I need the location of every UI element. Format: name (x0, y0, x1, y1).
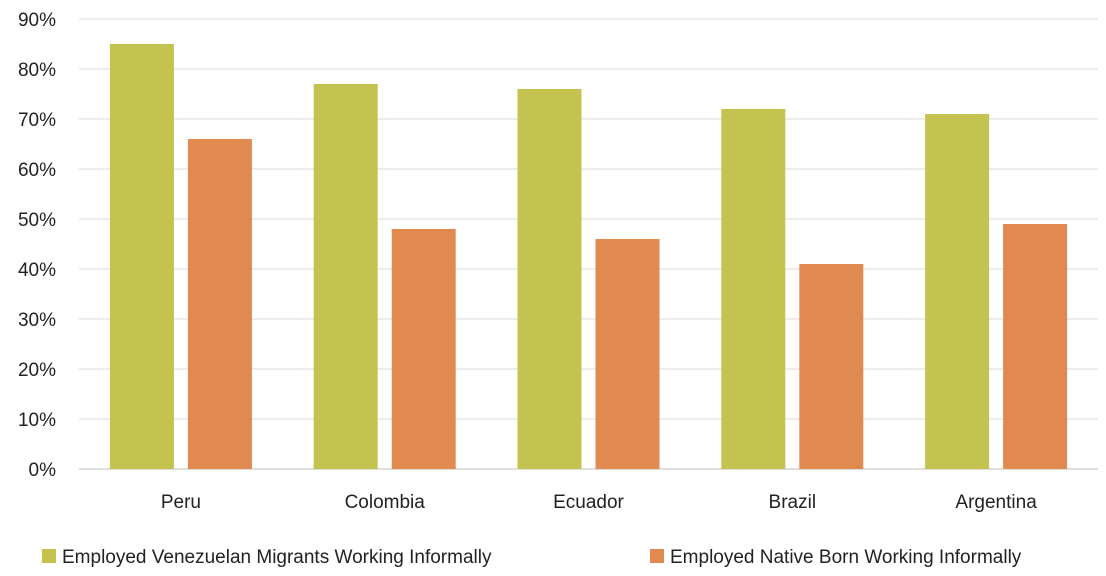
x-tick-label: Peru (161, 492, 201, 513)
y-tick-label: 0% (29, 460, 57, 481)
y-tick-label: 70% (18, 110, 56, 131)
x-tick-label: Argentina (955, 492, 1037, 513)
bar-native-born (391, 229, 456, 469)
y-tick-label: 30% (18, 310, 56, 331)
y-tick-label: 40% (18, 260, 56, 281)
y-tick-label: 60% (18, 160, 56, 181)
y-tick-label: 80% (18, 60, 56, 81)
bar-native-born (799, 264, 864, 469)
x-tick-label: Ecuador (553, 492, 624, 513)
y-tick-label: 10% (18, 410, 56, 431)
bar-native-born (1003, 224, 1068, 469)
bar-migrants (313, 84, 378, 469)
legend-label: Employed Native Born Working Informally (670, 547, 1022, 568)
legend-label: Employed Venezuelan Migrants Working Inf… (62, 547, 492, 568)
bar-migrants (517, 89, 582, 469)
bar-native-born (187, 139, 252, 469)
x-tick-label: Colombia (345, 492, 426, 513)
y-tick-label: 90% (18, 10, 56, 31)
legend-swatch (42, 549, 56, 563)
bar-migrants (925, 114, 990, 469)
bar-migrants (721, 109, 786, 469)
y-tick-label: 20% (18, 360, 56, 381)
x-tick-label: Brazil (769, 492, 817, 513)
y-tick-label: 50% (18, 210, 56, 231)
bar-migrants (109, 44, 174, 469)
bar-native-born (595, 239, 660, 469)
legend-swatch (650, 549, 664, 563)
